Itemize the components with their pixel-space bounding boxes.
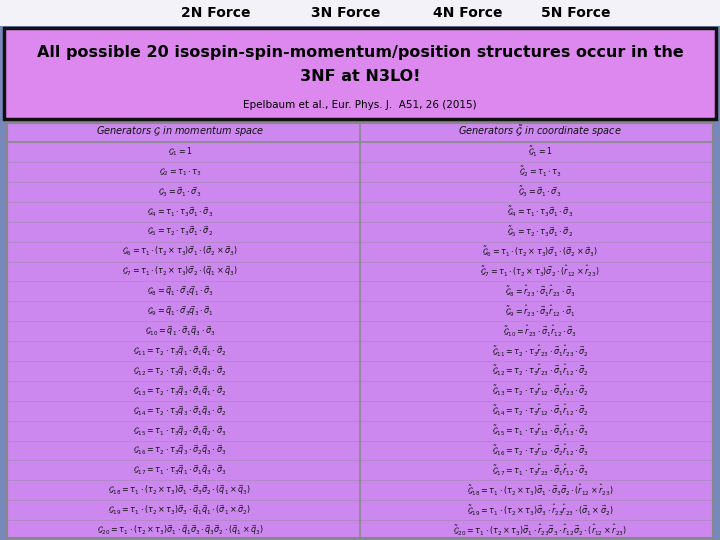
Text: $\mathcal{G}_5 = \tau_2 \cdot \tau_3 \vec{\sigma}_1 \cdot \vec{\sigma}_2$: $\mathcal{G}_5 = \tau_2 \cdot \tau_3 \ve… (147, 225, 213, 238)
Text: $\mathcal{G}_4 = \tau_1 \cdot \tau_3 \vec{\sigma}_1 \cdot \vec{\sigma}_3$: $\mathcal{G}_4 = \tau_1 \cdot \tau_3 \ve… (147, 205, 213, 219)
Text: $\tilde{\mathcal{G}}_4 = \tau_1 \cdot \tau_3 \vec{\sigma}_1 \cdot \vec{\sigma}_3: $\tilde{\mathcal{G}}_4 = \tau_1 \cdot \t… (507, 205, 573, 219)
Text: $\mathcal{G}_6 = \tau_1 \cdot (\tau_2 \times \tau_3) \vec{\sigma}_1 \cdot (\vec{: $\mathcal{G}_6 = \tau_1 \cdot (\tau_2 \t… (122, 245, 238, 258)
Text: $\mathcal{G}_1 = 1$: $\mathcal{G}_1 = 1$ (168, 146, 192, 158)
Text: $\tilde{\mathcal{G}}_2 = \tau_1 \cdot \tau_3$: $\tilde{\mathcal{G}}_2 = \tau_1 \cdot \t… (518, 165, 562, 179)
Text: 5N Force: 5N Force (541, 6, 611, 20)
Text: 3NF at N3LO!: 3NF at N3LO! (300, 70, 420, 84)
Text: $\tilde{\mathcal{G}}_6 = \tau_1 \cdot (\tau_2 \times \tau_3) \vec{\sigma}_1 \cdo: $\tilde{\mathcal{G}}_6 = \tau_1 \cdot (\… (482, 245, 598, 259)
Text: $\mathcal{G}_{18} = \tau_1 \cdot (\tau_2 \times \tau_3) \vec{\sigma}_1 \cdot \ve: $\mathcal{G}_{18} = \tau_1 \cdot (\tau_2… (109, 483, 251, 497)
Text: Generators $\mathcal{G}$ in momentum space: Generators $\mathcal{G}$ in momentum spa… (96, 124, 264, 138)
Text: $\mathcal{G}_8 = \vec{q}_1 \cdot \vec{\sigma}_1 \vec{q}_1 \cdot \vec{\sigma}_3$: $\mathcal{G}_8 = \vec{q}_1 \cdot \vec{\s… (147, 285, 213, 298)
Text: $\tilde{\mathcal{G}}_{17} = \tau_1 \cdot \tau_3 \hat{r}_{23} \cdot \vec{\sigma}_: $\tilde{\mathcal{G}}_{17} = \tau_1 \cdot… (492, 463, 588, 478)
Text: 3N Force: 3N Force (311, 6, 380, 20)
Text: $\tilde{\mathcal{G}}_{19} = \tau_1 \cdot (\tau_2 \times \tau_3) \vec{\sigma}_3 \: $\tilde{\mathcal{G}}_{19} = \tau_1 \cdot… (467, 503, 613, 518)
Text: $\mathcal{G}_{15} = \tau_1 \cdot \tau_3 \vec{q}_2 \cdot \vec{\sigma}_1 \vec{q}_2: $\mathcal{G}_{15} = \tau_1 \cdot \tau_3 … (133, 424, 227, 437)
FancyBboxPatch shape (7, 123, 713, 538)
Text: $\mathcal{G}_{10} = \vec{q}_1 \cdot \vec{\sigma}_1 \vec{q}_3 \cdot \vec{\sigma}_: $\mathcal{G}_{10} = \vec{q}_1 \cdot \vec… (145, 324, 215, 338)
Text: $\mathcal{G}_9 = \vec{q}_1 \cdot \vec{\sigma}_3 \vec{q}_3 \cdot \vec{\sigma}_1$: $\mathcal{G}_9 = \vec{q}_1 \cdot \vec{\s… (147, 305, 213, 318)
Text: Generators $\tilde{\mathcal{G}}$ in coordinate space: Generators $\tilde{\mathcal{G}}$ in coor… (458, 123, 622, 139)
Text: Epelbaum et al., Eur. Phys. J.  A51, 26 (2015): Epelbaum et al., Eur. Phys. J. A51, 26 (… (243, 100, 477, 110)
Text: $\tilde{\mathcal{G}}_3 = \vec{\sigma}_1 \cdot \vec{\sigma}_3$: $\tilde{\mathcal{G}}_3 = \vec{\sigma}_1 … (518, 185, 562, 199)
Text: $\tilde{\mathcal{G}}_5 = \tau_2 \cdot \tau_3 \vec{\sigma}_1 \cdot \vec{\sigma}_2: $\tilde{\mathcal{G}}_5 = \tau_2 \cdot \t… (507, 225, 573, 239)
Text: 4N Force: 4N Force (433, 6, 503, 20)
Text: $\mathcal{G}_7 = \tau_1 \cdot (\tau_2 \times \tau_3) \vec{\sigma}_2 \cdot (\vec{: $\mathcal{G}_7 = \tau_1 \cdot (\tau_2 \t… (122, 265, 238, 279)
Text: $\tilde{\mathcal{G}}_{13} = \tau_2 \cdot \tau_3 \hat{r}_{12} \cdot \vec{\sigma}_: $\tilde{\mathcal{G}}_{13} = \tau_2 \cdot… (492, 383, 588, 399)
Text: $\tilde{\mathcal{G}}_7 = \tau_1 \cdot (\tau_2 \times \tau_3) \vec{\sigma}_2 \cdo: $\tilde{\mathcal{G}}_7 = \tau_1 \cdot (\… (480, 264, 600, 279)
Text: $\mathcal{G}_{12} = \tau_2 \cdot \tau_3 \vec{q}_1 \cdot \vec{\sigma}_1 \vec{q}_3: $\mathcal{G}_{12} = \tau_2 \cdot \tau_3 … (133, 364, 227, 378)
Text: $\tilde{\mathcal{G}}_{18} = \tau_1 \cdot (\tau_2 \times \tau_3) \vec{\sigma}_1 \: $\tilde{\mathcal{G}}_{18} = \tau_1 \cdot… (467, 483, 613, 498)
Text: $\tilde{\mathcal{G}}_{11} = \tau_2 \cdot \tau_3 \hat{r}_{23} \cdot \vec{\sigma}_: $\tilde{\mathcal{G}}_{11} = \tau_2 \cdot… (492, 343, 588, 359)
Text: $\tilde{\mathcal{G}}_{14} = \tau_2 \cdot \tau_3 \hat{r}_{12} \cdot \vec{\sigma}_: $\tilde{\mathcal{G}}_{14} = \tau_2 \cdot… (492, 403, 588, 418)
Text: $\tilde{\mathcal{G}}_{12} = \tau_2 \cdot \tau_3 \hat{r}_{23} \cdot \vec{\sigma}_: $\tilde{\mathcal{G}}_{12} = \tau_2 \cdot… (492, 363, 588, 379)
Text: $\mathcal{G}_{13} = \tau_2 \cdot \tau_3 \vec{q}_3 \cdot \vec{\sigma}_1 \vec{q}_1: $\mathcal{G}_{13} = \tau_2 \cdot \tau_3 … (133, 384, 227, 398)
Text: $\tilde{\mathcal{G}}_1 = 1$: $\tilde{\mathcal{G}}_1 = 1$ (528, 145, 552, 159)
Text: $\mathcal{G}_2 = \tau_1 \cdot \tau_3$: $\mathcal{G}_2 = \tau_1 \cdot \tau_3$ (158, 166, 202, 178)
Text: $\mathcal{G}_{11} = \tau_2 \cdot \tau_3 \vec{q}_1 \cdot \vec{\sigma}_1 \vec{q}_1: $\mathcal{G}_{11} = \tau_2 \cdot \tau_3 … (133, 344, 227, 358)
Text: $\tilde{\mathcal{G}}_9 = \hat{r}_{23} \cdot \vec{\sigma}_3 \hat{r}_{12} \cdot \v: $\tilde{\mathcal{G}}_9 = \hat{r}_{23} \c… (505, 304, 575, 319)
Text: $\mathcal{G}_{14} = \tau_2 \cdot \tau_3 \vec{q}_3 \cdot \vec{\sigma}_1 \vec{q}_3: $\mathcal{G}_{14} = \tau_2 \cdot \tau_3 … (133, 404, 227, 417)
Text: $\tilde{\mathcal{G}}_{15} = \tau_1 \cdot \tau_3 \hat{r}_{13} \cdot \vec{\sigma}_: $\tilde{\mathcal{G}}_{15} = \tau_1 \cdot… (492, 423, 588, 438)
Text: $\tilde{\mathcal{G}}_{20} = \tau_1 \cdot (\tau_2 \times \tau_3) \vec{\sigma}_1 \: $\tilde{\mathcal{G}}_{20} = \tau_1 \cdot… (453, 523, 627, 537)
Text: $\mathcal{G}_3 = \vec{\sigma}_1 \cdot \vec{\sigma}_3$: $\mathcal{G}_3 = \vec{\sigma}_1 \cdot \v… (158, 185, 202, 199)
Text: All possible 20 isospin-spin-momentum/position structures occur in the: All possible 20 isospin-spin-momentum/po… (37, 45, 683, 60)
FancyBboxPatch shape (0, 0, 720, 26)
Text: $\tilde{\mathcal{G}}_8 = \hat{r}_{23} \cdot \vec{\sigma}_1 \hat{r}_{23} \cdot \v: $\tilde{\mathcal{G}}_8 = \hat{r}_{23} \c… (505, 284, 575, 299)
Text: $\mathcal{G}_{19} = \tau_1 \cdot (\tau_2 \times \tau_3) \vec{\sigma}_3 \cdot \ve: $\mathcal{G}_{19} = \tau_1 \cdot (\tau_2… (109, 503, 251, 517)
FancyBboxPatch shape (4, 28, 716, 119)
Text: $\tilde{\mathcal{G}}_{16} = \tau_2 \cdot \tau_3 \hat{r}_{12} \cdot \vec{\sigma}_: $\tilde{\mathcal{G}}_{16} = \tau_2 \cdot… (492, 443, 588, 458)
Text: $\mathcal{G}_{20} = \tau_1 \cdot (\tau_2 \times \tau_3) \vec{\sigma}_1 \cdot \ve: $\mathcal{G}_{20} = \tau_1 \cdot (\tau_2… (96, 523, 264, 537)
Text: $\mathcal{G}_{16} = \tau_2 \cdot \tau_3 \vec{q}_3 \cdot \vec{\sigma}_2 \vec{q}_3: $\mathcal{G}_{16} = \tau_2 \cdot \tau_3 … (133, 443, 227, 457)
Text: $\mathcal{G}_{17} = \tau_1 \cdot \tau_3 \vec{q}_1 \cdot \vec{\sigma}_1 \vec{q}_3: $\mathcal{G}_{17} = \tau_1 \cdot \tau_3 … (133, 463, 227, 477)
Text: 2N Force: 2N Force (181, 6, 251, 20)
Text: $\tilde{\mathcal{G}}_{10} = \hat{r}_{23} \cdot \vec{\sigma}_1 \hat{r}_{12} \cdot: $\tilde{\mathcal{G}}_{10} = \hat{r}_{23}… (503, 323, 577, 339)
